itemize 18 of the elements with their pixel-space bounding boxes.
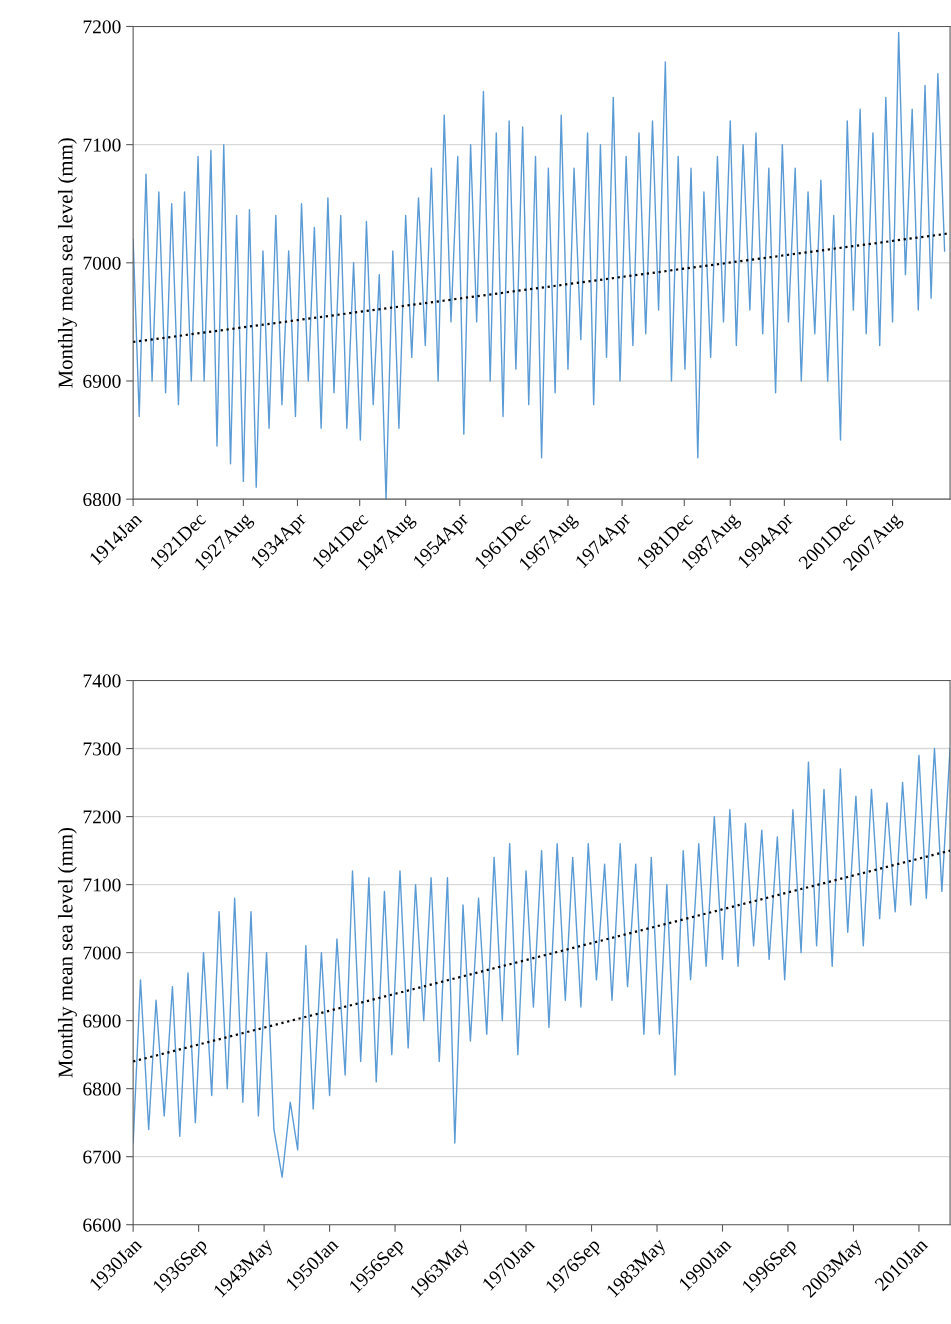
y-tick-label: 7100 xyxy=(83,878,121,892)
y-tick-label: 7200 xyxy=(83,20,121,34)
y-tick-label: 6900 xyxy=(83,1014,121,1028)
y-tick-label: 7200 xyxy=(83,810,121,824)
y-tick-label: 6800 xyxy=(83,492,121,507)
y-tick-label: 7000 xyxy=(83,946,121,960)
line-series xyxy=(133,747,951,1178)
y-tick-label: 7400 xyxy=(83,674,121,688)
y-tick-label: 6800 xyxy=(83,1082,121,1096)
y-tick-label: 7000 xyxy=(83,256,121,270)
y-tick-label: 6700 xyxy=(83,1150,121,1164)
y-axis-title: Monthly mean sea level (mm) xyxy=(57,827,77,1078)
y-tick-label: 6600 xyxy=(83,1218,121,1232)
y-tick-label: 6900 xyxy=(83,374,121,388)
line-series xyxy=(133,31,946,500)
y-tick-label: 7100 xyxy=(83,138,121,152)
y-tick-label: 7300 xyxy=(83,742,121,756)
y-axis-title: Monthly mean sea level (mm) xyxy=(57,138,77,388)
